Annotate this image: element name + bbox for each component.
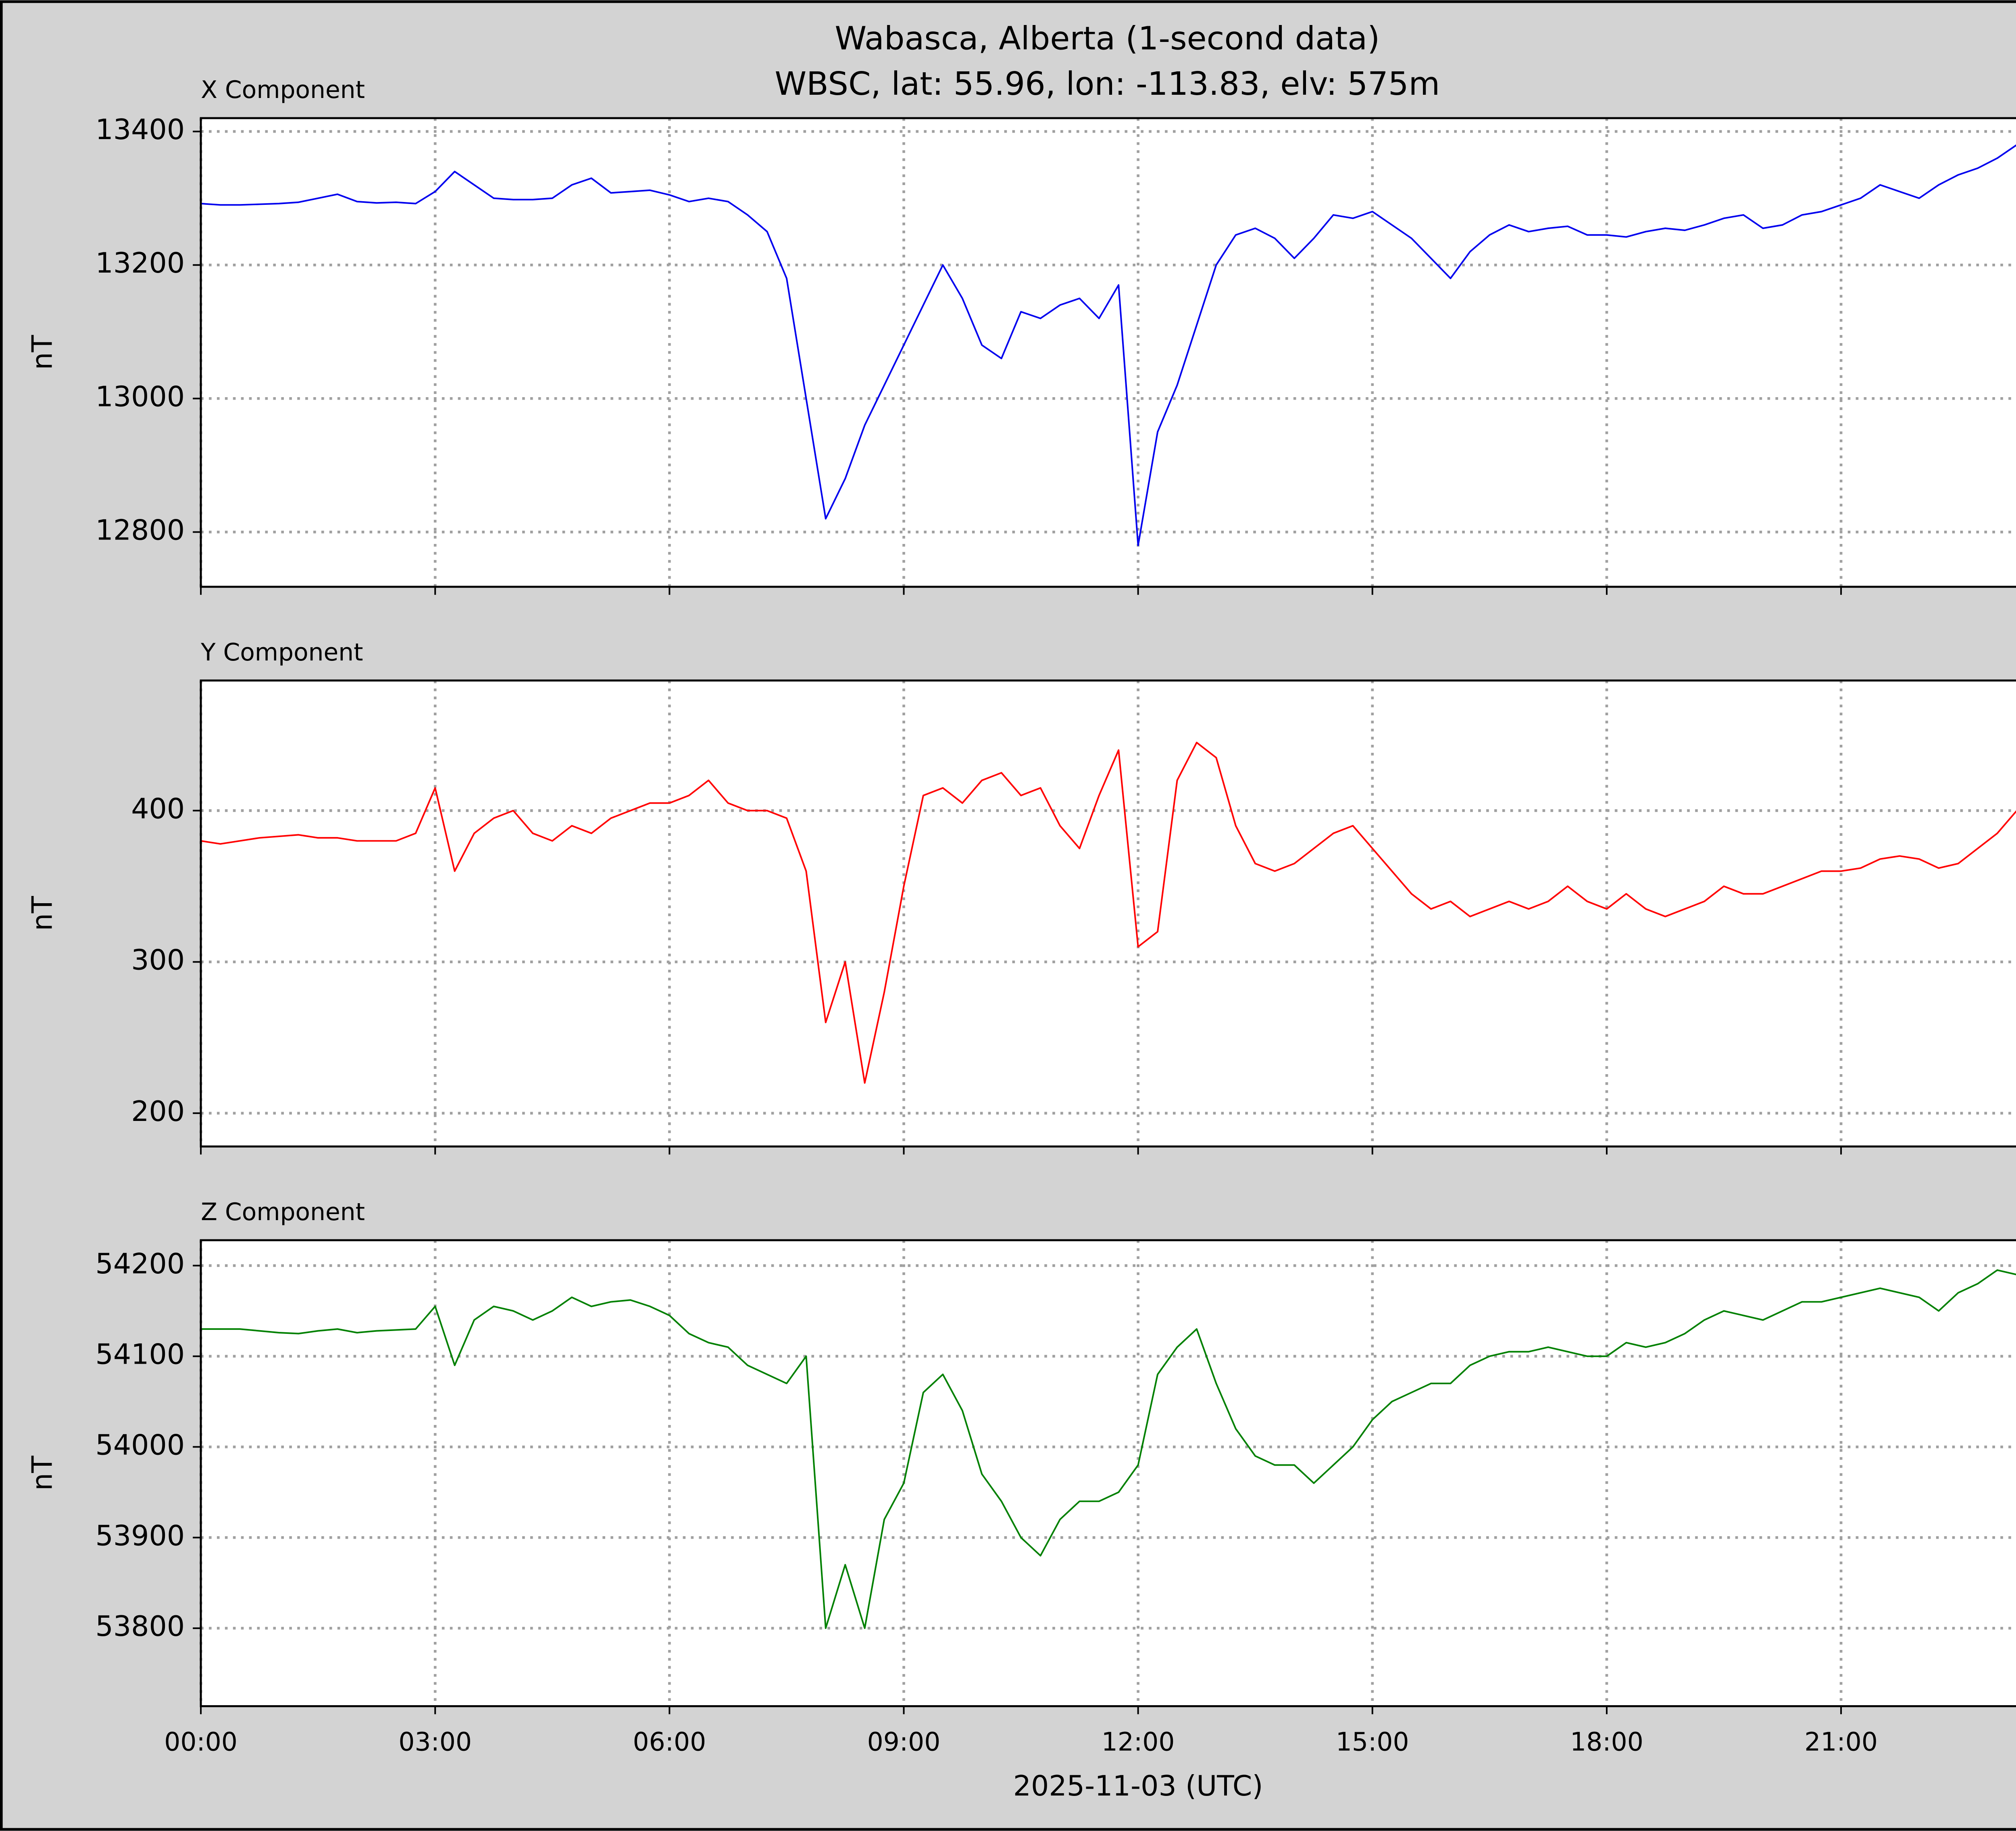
y-tick-label: 12800 <box>95 514 185 547</box>
y-tick-label: 300 <box>131 944 185 977</box>
y-tick-label: 53900 <box>95 1519 185 1552</box>
chart-title: Y Component <box>200 639 363 667</box>
y-axis-label: nT <box>26 896 59 931</box>
x-tick-label: 18:00 <box>1570 1727 1643 1756</box>
y-tick-label: 13200 <box>95 247 185 279</box>
plot-frame <box>200 117 2016 588</box>
data-line <box>201 1269 2016 1629</box>
y-axis-label: nT <box>26 1456 59 1491</box>
y-tick-label: 200 <box>131 1095 185 1128</box>
y-tick-label: 13000 <box>95 380 185 413</box>
y-tick-label: 54100 <box>95 1338 185 1371</box>
x-tick-label: 15:00 <box>1336 1727 1409 1756</box>
x-tick-label: 00:00 <box>164 1727 237 1756</box>
x-axis-label: 2025-11-03 (UTC) <box>1013 1770 1263 1802</box>
chart-title: Z Component <box>201 1198 365 1226</box>
data-line <box>200 144 2016 546</box>
x-tick-label: 12:00 <box>1102 1727 1175 1756</box>
y-tick-label: 54000 <box>95 1429 185 1461</box>
y-axis-label: nT <box>26 335 59 370</box>
y-tick-label: 400 <box>131 792 185 825</box>
x-tick-label: 09:00 <box>867 1727 941 1756</box>
plot-frame <box>200 1239 2016 1707</box>
x-tick-label: 21:00 <box>1804 1727 1878 1756</box>
plot-frame <box>200 679 2016 1148</box>
chart-title: X Component <box>201 76 365 104</box>
x-tick-label: 06:00 <box>633 1727 706 1756</box>
plot-area <box>201 1240 2016 1706</box>
figure-subtitle: WBSC, lat: 55.96, lon: -113.83, elv: 575… <box>775 65 1440 102</box>
y-tick-label: 53800 <box>95 1610 185 1643</box>
x-tick-label: 03:00 <box>398 1727 472 1756</box>
data-line <box>200 742 2016 1084</box>
plot-area <box>201 118 2016 587</box>
y-tick-label: 13400 <box>95 113 185 146</box>
figure-title: Wabasca, Alberta (1-second data) <box>835 19 1380 57</box>
plot-area <box>201 680 2016 1147</box>
y-tick-label: 54200 <box>95 1248 185 1280</box>
